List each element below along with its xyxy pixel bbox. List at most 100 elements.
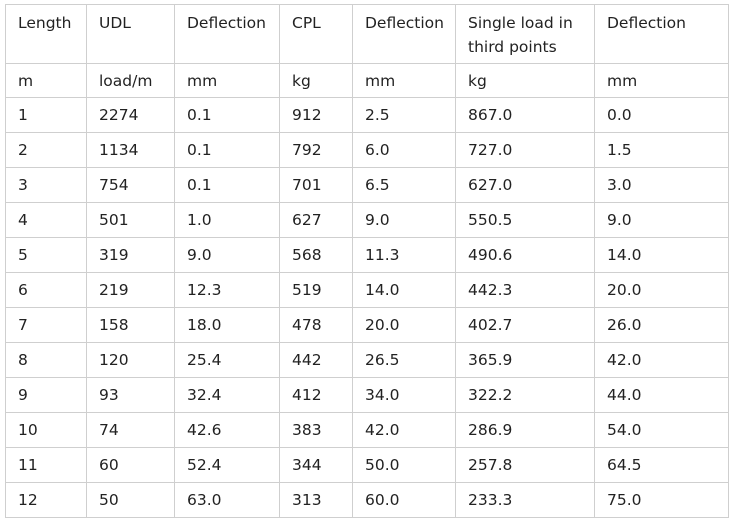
table-cell: 42.6 — [174, 412, 280, 448]
table-cell: 18.0 — [174, 307, 280, 343]
table-cell: 60 — [86, 447, 175, 483]
table-cell: 9 — [5, 377, 87, 413]
table-cell: 701 — [279, 167, 353, 203]
table-cell: 42.0 — [594, 342, 729, 378]
table-cell: 20.0 — [352, 307, 456, 343]
table-row: 9 93 32.4 412 34.0 322.2 44.0 — [5, 377, 729, 413]
table-cell: 64.5 — [594, 447, 729, 483]
table-cell: 75.0 — [594, 482, 729, 518]
table-cell: 219 — [86, 272, 175, 308]
table-cell: 6 — [5, 272, 87, 308]
table-cell: 32.4 — [174, 377, 280, 413]
table-cell: 1 — [5, 97, 87, 133]
table-cell: 34.0 — [352, 377, 456, 413]
table-row: 5 319 9.0 568 11.3 490.6 14.0 — [5, 237, 729, 273]
table-cell: 14.0 — [352, 272, 456, 308]
table-cell: 25.4 — [174, 342, 280, 378]
table-cell: 1.0 — [174, 202, 280, 238]
table-cell: 412 — [279, 377, 353, 413]
table-cell: 11 — [5, 447, 87, 483]
table-cell: 550.5 — [455, 202, 595, 238]
table-cell: 568 — [279, 237, 353, 273]
unit-cell: mm — [352, 63, 456, 98]
table-cell: 501 — [86, 202, 175, 238]
table-cell: 727.0 — [455, 132, 595, 168]
table-cell: 6.5 — [352, 167, 456, 203]
table-cell: 3 — [5, 167, 87, 203]
header-udl-deflection: Deflection — [174, 4, 280, 64]
table-cell: 1134 — [86, 132, 175, 168]
unit-cell: mm — [174, 63, 280, 98]
header-udl: UDL — [86, 4, 175, 64]
table-cell: 93 — [86, 377, 175, 413]
table-cell: 442.3 — [455, 272, 595, 308]
table-cell: 42.0 — [352, 412, 456, 448]
table-row: 11 60 52.4 344 50.0 257.8 64.5 — [5, 447, 729, 483]
table-cell: 0.1 — [174, 132, 280, 168]
table-cell: 490.6 — [455, 237, 595, 273]
table-cell: 7 — [5, 307, 87, 343]
table-cell: 322.2 — [455, 377, 595, 413]
table-cell: 319 — [86, 237, 175, 273]
unit-cell: kg — [455, 63, 595, 98]
table-cell: 158 — [86, 307, 175, 343]
header-cpl: CPL — [279, 4, 353, 64]
table-cell: 50 — [86, 482, 175, 518]
table-cell: 286.9 — [455, 412, 595, 448]
header-length: Length — [5, 4, 87, 64]
table-cell: 54.0 — [594, 412, 729, 448]
table-cell: 11.3 — [352, 237, 456, 273]
table-cell: 233.3 — [455, 482, 595, 518]
table-cell: 442 — [279, 342, 353, 378]
table-cell: 478 — [279, 307, 353, 343]
table-cell: 383 — [279, 412, 353, 448]
table-cell: 754 — [86, 167, 175, 203]
header-single-load: Single load in third points — [455, 4, 595, 64]
table-cell: 0.1 — [174, 167, 280, 203]
table-cell: 9.0 — [594, 202, 729, 238]
table-row: 7 158 18.0 478 20.0 402.7 26.0 — [5, 307, 729, 343]
header-single-load-deflection: Deflection — [594, 4, 729, 64]
table-cell: 14.0 — [594, 237, 729, 273]
table-cell: 867.0 — [455, 97, 595, 133]
table-row: 6 219 12.3 519 14.0 442.3 20.0 — [5, 272, 729, 308]
table-cell: 6.0 — [352, 132, 456, 168]
table-cell: 63.0 — [174, 482, 280, 518]
table-cell: 365.9 — [455, 342, 595, 378]
units-row: m load/m mm kg mm kg mm — [5, 63, 729, 98]
table-container: Length UDL Deflection CPL Deflection Sin… — [5, 4, 729, 518]
table-cell: 257.8 — [455, 447, 595, 483]
table-cell: 26.5 — [352, 342, 456, 378]
table-cell: 60.0 — [352, 482, 456, 518]
unit-cell: kg — [279, 63, 353, 98]
table-cell: 627 — [279, 202, 353, 238]
unit-cell: m — [5, 63, 87, 98]
table-row: 3 754 0.1 701 6.5 627.0 3.0 — [5, 167, 729, 203]
table-row: 10 74 42.6 383 42.0 286.9 54.0 — [5, 412, 729, 448]
unit-cell: load/m — [86, 63, 175, 98]
table-cell: 344 — [279, 447, 353, 483]
table-row: 8 120 25.4 442 26.5 365.9 42.0 — [5, 342, 729, 378]
table-cell: 0.0 — [594, 97, 729, 133]
table-cell: 1.5 — [594, 132, 729, 168]
table-cell: 627.0 — [455, 167, 595, 203]
table-cell: 4 — [5, 202, 87, 238]
load-deflection-table: Length UDL Deflection CPL Deflection Sin… — [5, 4, 729, 518]
table-row: 2 1134 0.1 792 6.0 727.0 1.5 — [5, 132, 729, 168]
table-cell: 50.0 — [352, 447, 456, 483]
table-cell: 12.3 — [174, 272, 280, 308]
table-cell: 2.5 — [352, 97, 456, 133]
table-cell: 0.1 — [174, 97, 280, 133]
table-cell: 20.0 — [594, 272, 729, 308]
table-cell: 26.0 — [594, 307, 729, 343]
table-cell: 519 — [279, 272, 353, 308]
table-cell: 9.0 — [174, 237, 280, 273]
table-cell: 2 — [5, 132, 87, 168]
table-cell: 74 — [86, 412, 175, 448]
table-row: 4 501 1.0 627 9.0 550.5 9.0 — [5, 202, 729, 238]
table-cell: 402.7 — [455, 307, 595, 343]
table-cell: 9.0 — [352, 202, 456, 238]
table-cell: 3.0 — [594, 167, 729, 203]
table-cell: 120 — [86, 342, 175, 378]
table-cell: 2274 — [86, 97, 175, 133]
